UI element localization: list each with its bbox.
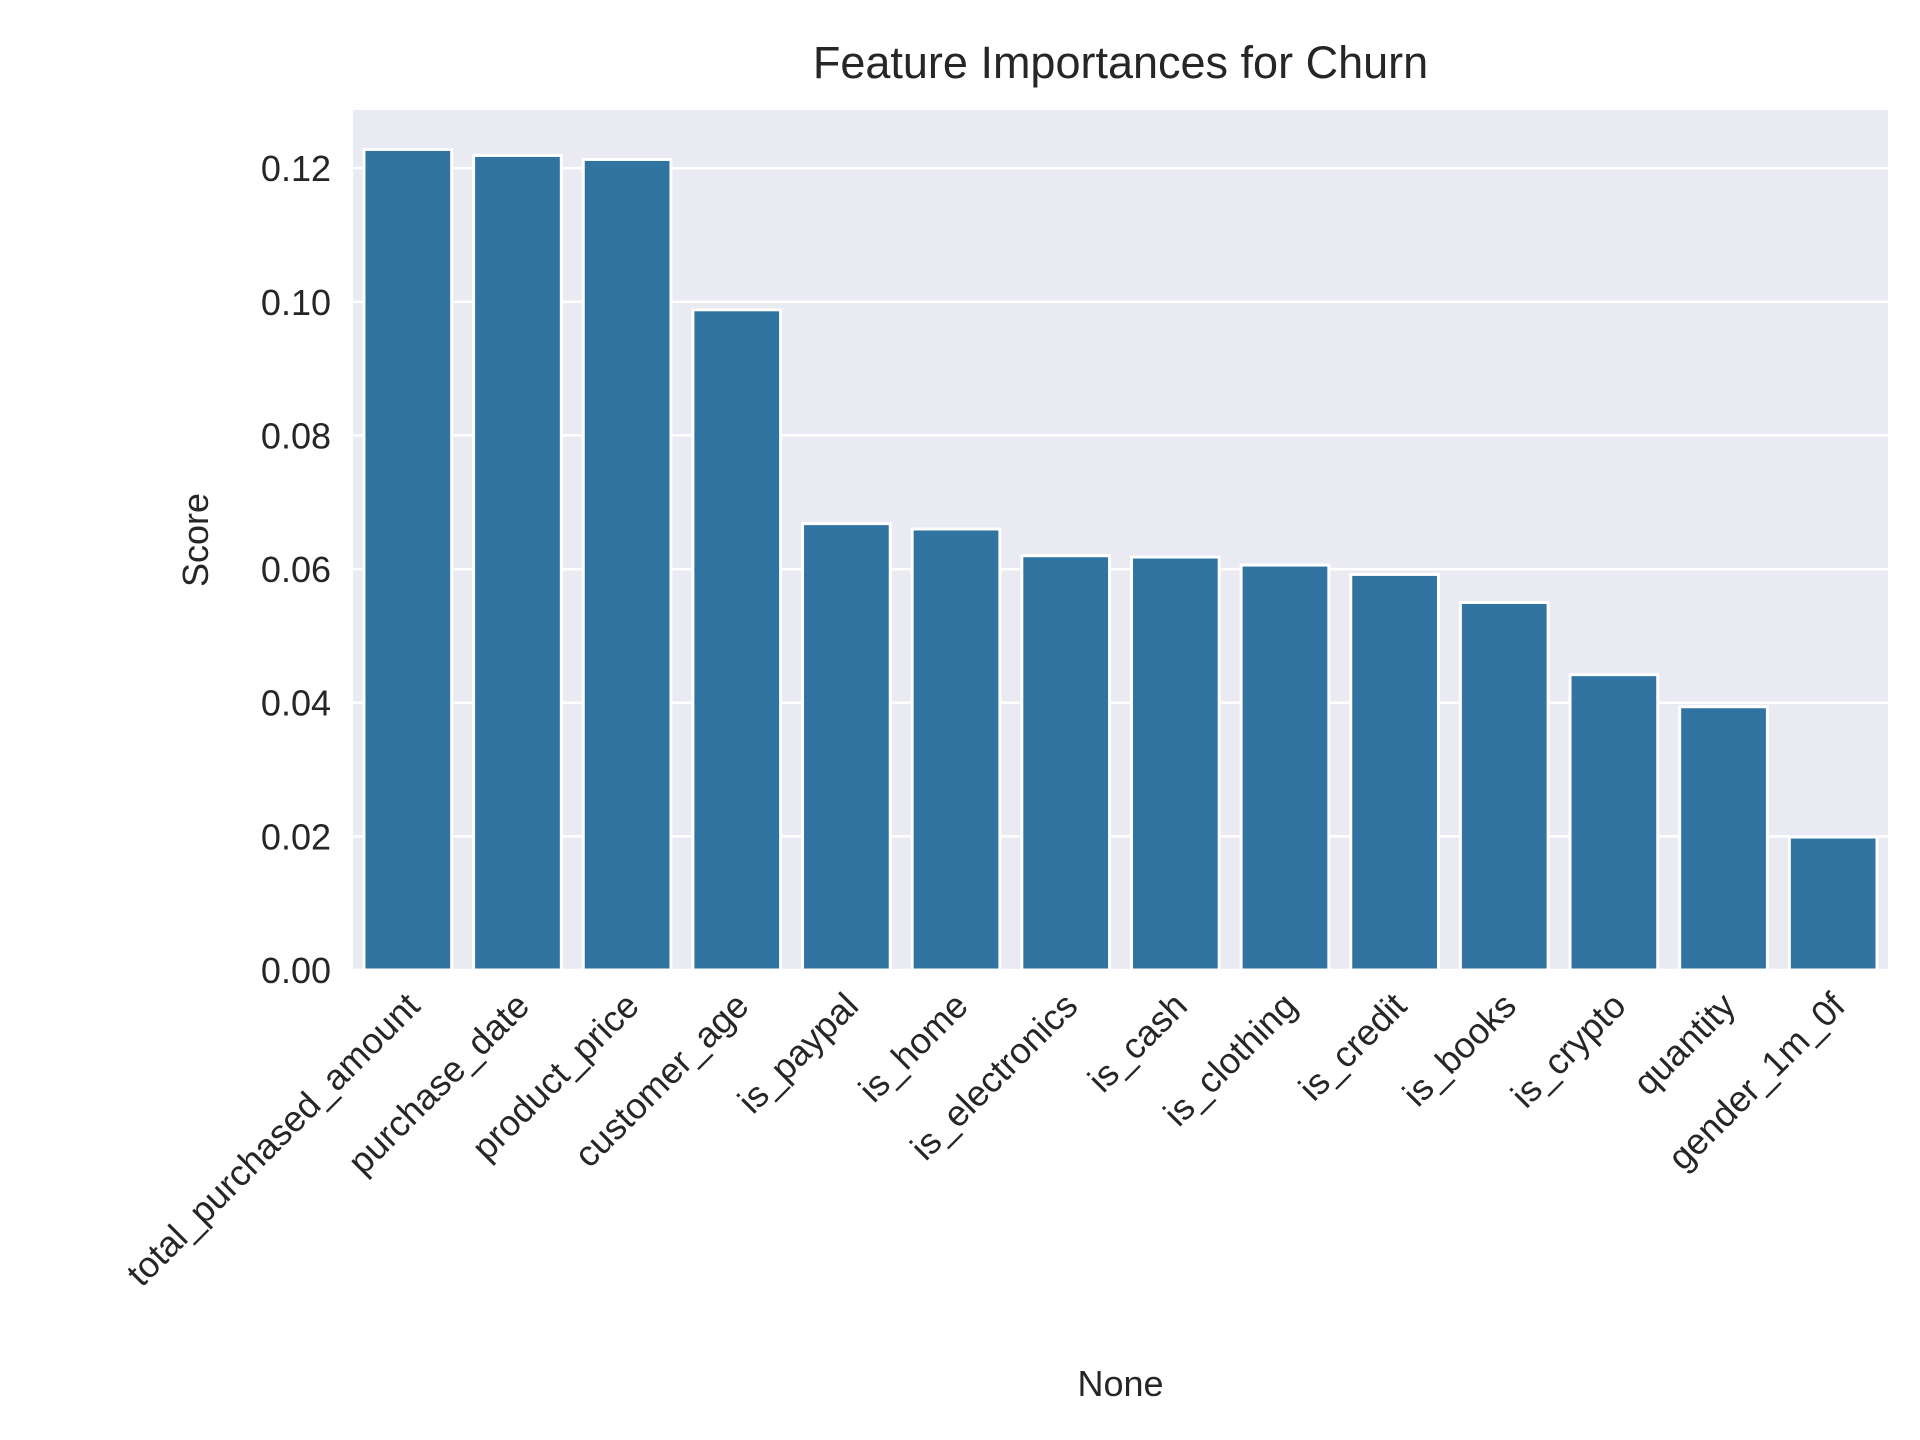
bar-is-cash <box>1129 555 1221 972</box>
x-tick-label: is_credit <box>1290 985 1414 1109</box>
y-tick-label: 0.08 <box>261 415 331 456</box>
bar-is-electronics <box>1020 554 1112 972</box>
y-tick-labels: 0.00 0.02 0.04 0.06 0.08 0.10 0.12 <box>261 148 331 991</box>
bar-is-credit <box>1349 572 1440 972</box>
bars <box>362 147 1879 972</box>
x-tick-label: is_paypal <box>730 985 867 1122</box>
bar-total-purchased-amount <box>362 147 454 972</box>
x-tick-label: is_books <box>1394 985 1523 1114</box>
y-tick-label: 0.04 <box>261 683 331 724</box>
bar-is-books <box>1458 600 1550 972</box>
x-axis-label: None <box>1077 1363 1163 1404</box>
x-tick-label: is_crypto <box>1503 985 1634 1116</box>
y-tick-label: 0.12 <box>261 148 331 189</box>
y-tick-label: 0.02 <box>261 816 331 857</box>
bar-is-crypto <box>1568 673 1660 972</box>
y-tick-label: 0.10 <box>261 282 331 323</box>
y-axis-label: Score <box>175 493 216 587</box>
bar-purchase-date <box>472 153 563 972</box>
bar-is-home <box>910 527 1002 972</box>
bar-product-price <box>581 157 673 972</box>
y-tick-label: 0.00 <box>261 950 331 991</box>
bar-customer-age <box>691 308 783 972</box>
x-tick-labels: total_purchased_amountpurchase_dateprodu… <box>118 984 1853 1294</box>
y-tick-label: 0.06 <box>261 549 331 590</box>
bar-gender-1m-0f <box>1787 835 1879 972</box>
bar-is-clothing <box>1239 563 1331 972</box>
bar-quantity <box>1678 705 1769 972</box>
chart-title: Feature Importances for Churn <box>813 37 1428 88</box>
bar-is-paypal <box>801 522 892 972</box>
